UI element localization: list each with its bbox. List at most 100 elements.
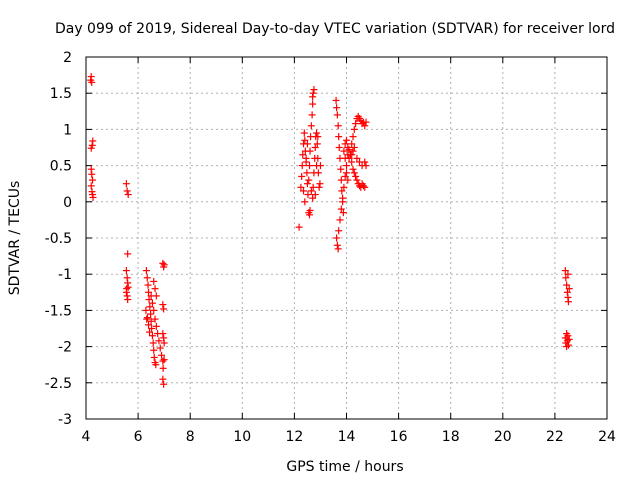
data-point [335,133,343,141]
data-point [334,245,342,253]
data-point [301,136,309,144]
data-point [160,305,168,313]
data-point [147,317,155,325]
data-point [313,140,321,148]
data-point [337,205,345,213]
data-point [350,169,358,177]
data-point [352,172,360,180]
data-point [339,209,347,217]
data-point [309,183,317,191]
y-tick-label: -0.5 [45,231,72,247]
data-point [350,125,358,133]
data-point [362,162,370,170]
data-point [352,120,360,128]
data-point [340,147,348,155]
data-point [89,193,97,201]
y-tick-label: 1.5 [50,86,72,102]
data-point [315,183,323,191]
data-point [306,206,314,214]
data-point [309,100,317,108]
data-point [123,285,131,293]
data-point [313,129,321,137]
x-tick-label: 14 [338,429,356,445]
data-point [148,332,156,340]
data-point [150,353,158,361]
plot-area-border [85,56,608,420]
data-point [159,375,167,383]
data-point [309,93,317,101]
data-point [122,180,130,188]
data-point [563,330,571,338]
data-point [303,180,311,188]
data-point [300,187,308,195]
data-point [152,292,160,300]
data-point [561,267,569,275]
y-tick-label: -2 [58,340,72,356]
data-point [159,301,167,309]
y-tick-labels: 2 1.5 1 0.5 0 -0.5 -1 -1.5 -2 -2.5 -3 [45,50,72,428]
data-point [299,151,307,159]
data-point [303,140,311,148]
data-point [565,285,573,293]
y-tick-label: -2.5 [45,376,72,392]
data-point [564,270,572,278]
data-point [563,281,571,289]
data-point [160,261,168,269]
data-point [143,274,151,282]
data-point [87,182,95,190]
data-point [152,361,160,369]
data-point [336,216,344,224]
data-point [344,144,352,151]
data-point [349,133,357,141]
data-point [350,144,358,151]
data-point [143,314,151,322]
grid-lines [86,57,607,419]
data-point [160,380,168,388]
data-point [150,346,158,354]
data-point [348,158,356,166]
data-point [333,111,341,119]
x-tick-label: 22 [546,429,564,445]
data-point [309,194,317,202]
data-point [124,250,132,258]
data-point [359,182,367,190]
data-point [143,315,151,323]
data-point [146,328,154,336]
data-point [314,154,322,162]
data-point [298,162,306,170]
data-point [124,191,132,199]
x-axis-title: GPS time / hours [286,459,403,475]
data-point [295,223,303,231]
data-point [306,162,314,170]
y-tick-label: 1 [63,122,72,138]
data-point [565,335,573,343]
x-tick-label: 4 [82,429,91,445]
data-point [307,122,315,130]
data-point [150,306,158,314]
data-point [146,303,154,311]
data-point [564,341,572,349]
data-point [302,154,310,162]
data-point [151,315,159,323]
x-tick-label: 6 [134,429,143,445]
data-point [344,176,352,184]
data-point [148,325,156,332]
data-point [307,187,315,195]
data-point [159,364,167,372]
data-point [362,118,370,126]
data-point [313,162,321,170]
data-point [333,234,341,242]
data-point [159,259,167,267]
data-point [348,151,356,159]
x-tick-label: 20 [494,429,512,445]
y-tick-label: -3 [58,412,72,428]
y-axis-title: SDTVAR / TECUs [7,181,23,296]
data-point [88,78,96,86]
data-point [89,137,97,145]
x-tick-label: 18 [442,429,460,445]
data-point [353,154,361,162]
data-point [308,111,316,119]
x-tick-label: 16 [390,429,408,445]
data-point [305,176,313,184]
x-tick-label: 8 [186,429,195,445]
